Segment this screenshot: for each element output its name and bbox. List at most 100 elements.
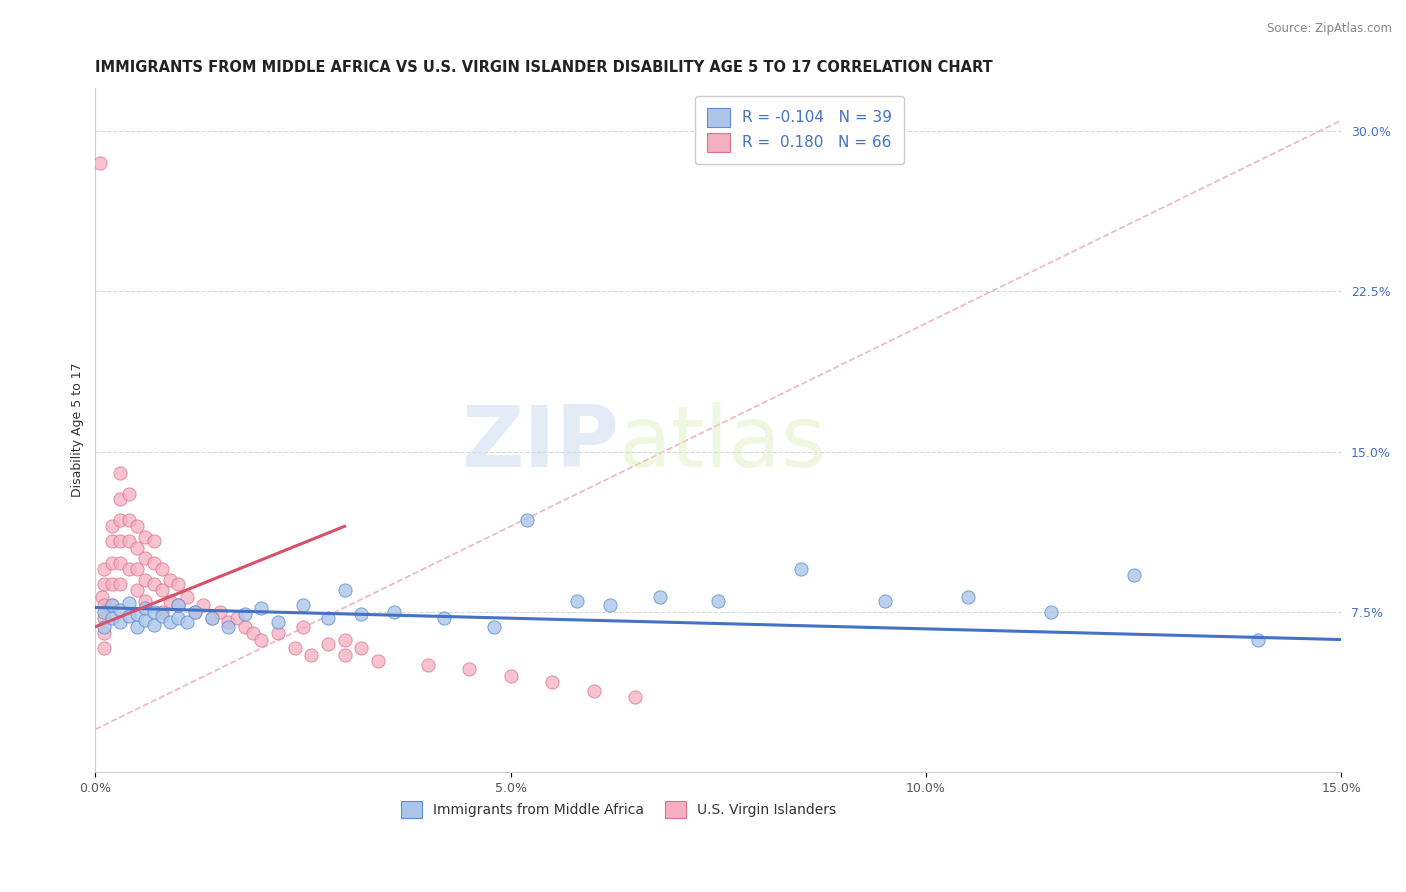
Point — [233, 620, 256, 634]
Point — [101, 599, 124, 613]
Point — [117, 534, 139, 549]
Point — [110, 534, 132, 549]
Point — [101, 599, 124, 613]
Point — [101, 534, 124, 549]
Point — [167, 599, 190, 613]
Point — [150, 609, 173, 624]
Point — [956, 590, 979, 604]
Point — [516, 513, 538, 527]
Point — [184, 605, 207, 619]
Point — [284, 641, 307, 656]
Point — [201, 611, 224, 625]
Point — [117, 513, 139, 527]
Point — [93, 605, 115, 619]
Point — [134, 600, 156, 615]
Point — [316, 611, 339, 625]
Point — [299, 648, 322, 662]
Point — [91, 590, 114, 604]
Point — [134, 530, 156, 544]
Point — [499, 669, 522, 683]
Point — [184, 605, 207, 619]
Point — [110, 615, 132, 630]
Point — [150, 583, 173, 598]
Point — [150, 562, 173, 576]
Point — [225, 611, 247, 625]
Point — [367, 654, 389, 668]
Point — [267, 626, 290, 640]
Point — [167, 577, 190, 591]
Point — [93, 626, 115, 640]
Point — [482, 620, 505, 634]
Point — [242, 626, 264, 640]
Point — [599, 599, 621, 613]
Point — [142, 617, 165, 632]
Point — [384, 605, 406, 619]
Text: atlas: atlas — [619, 402, 827, 485]
Point — [208, 605, 231, 619]
Point — [117, 487, 139, 501]
Point — [110, 577, 132, 591]
Point — [250, 600, 273, 615]
Point — [134, 613, 156, 627]
Point — [433, 611, 456, 625]
Point — [93, 577, 115, 591]
Point — [650, 590, 672, 604]
Point — [159, 615, 181, 630]
Point — [333, 583, 356, 598]
Point — [582, 683, 605, 698]
Point — [134, 573, 156, 587]
Point — [333, 648, 356, 662]
Point — [142, 605, 165, 619]
Point — [333, 632, 356, 647]
Point — [125, 607, 148, 621]
Point — [101, 611, 124, 625]
Point — [873, 594, 896, 608]
Y-axis label: Disability Age 5 to 17: Disability Age 5 to 17 — [72, 363, 84, 498]
Point — [125, 519, 148, 533]
Point — [193, 599, 215, 613]
Point — [250, 632, 273, 647]
Point — [110, 466, 132, 480]
Point — [134, 551, 156, 566]
Point — [101, 519, 124, 533]
Point — [125, 620, 148, 634]
Point — [101, 556, 124, 570]
Point — [117, 596, 139, 610]
Point — [167, 611, 190, 625]
Point — [565, 594, 588, 608]
Point — [134, 594, 156, 608]
Point — [89, 156, 111, 170]
Point — [110, 602, 132, 616]
Point — [350, 641, 373, 656]
Point — [217, 615, 239, 630]
Point — [416, 658, 439, 673]
Point — [350, 607, 373, 621]
Text: ZIP: ZIP — [461, 402, 619, 485]
Point — [292, 599, 315, 613]
Point — [316, 637, 339, 651]
Text: Source: ZipAtlas.com: Source: ZipAtlas.com — [1267, 22, 1392, 36]
Point — [93, 641, 115, 656]
Point — [707, 594, 730, 608]
Point — [110, 556, 132, 570]
Point — [125, 562, 148, 576]
Point — [150, 605, 173, 619]
Point — [1039, 605, 1062, 619]
Point — [458, 663, 481, 677]
Point — [217, 620, 239, 634]
Text: IMMIGRANTS FROM MIDDLE AFRICA VS U.S. VIRGIN ISLANDER DISABILITY AGE 5 TO 17 COR: IMMIGRANTS FROM MIDDLE AFRICA VS U.S. VI… — [96, 60, 993, 75]
Point — [110, 513, 132, 527]
Point — [267, 615, 290, 630]
Point — [624, 690, 647, 705]
Legend: Immigrants from Middle Africa, U.S. Virgin Islanders: Immigrants from Middle Africa, U.S. Virg… — [395, 795, 842, 823]
Point — [541, 675, 564, 690]
Point — [93, 562, 115, 576]
Point — [110, 491, 132, 506]
Point — [93, 611, 115, 625]
Point — [790, 562, 813, 576]
Point — [142, 577, 165, 591]
Point — [176, 615, 198, 630]
Point — [176, 590, 198, 604]
Point — [159, 573, 181, 587]
Point — [101, 577, 124, 591]
